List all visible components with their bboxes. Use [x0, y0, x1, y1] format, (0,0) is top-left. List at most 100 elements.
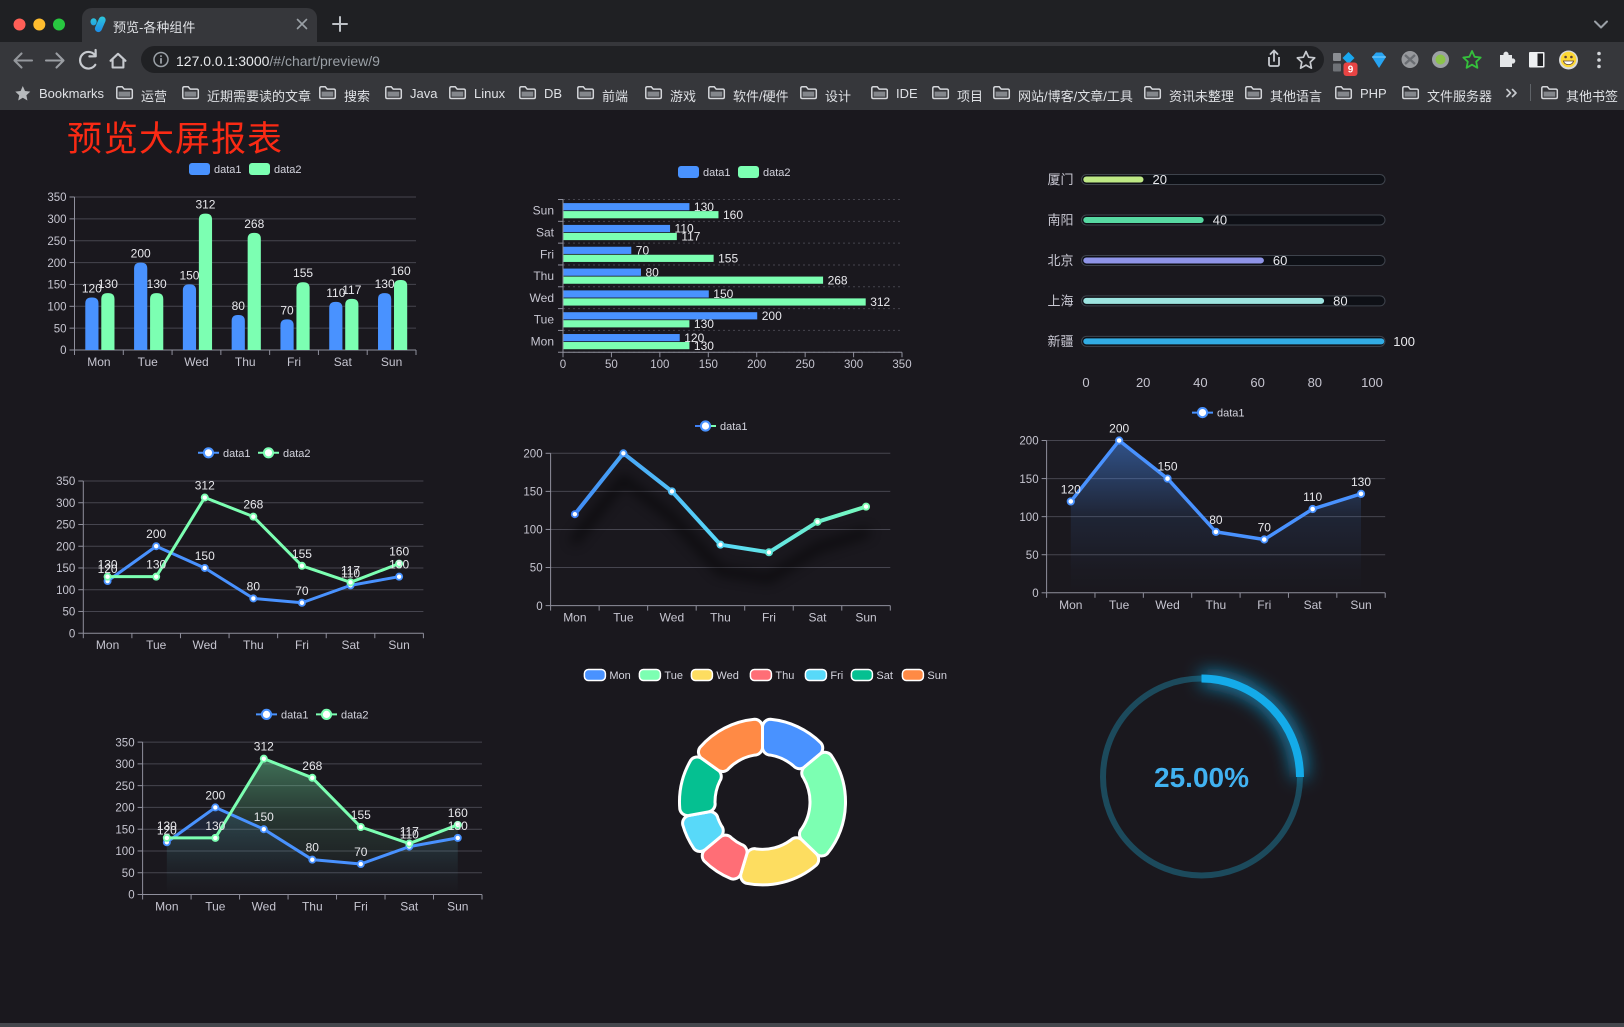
svg-text:Tue: Tue — [664, 670, 683, 682]
svg-text:Mon: Mon — [1059, 598, 1082, 612]
svg-text:Sun: Sun — [381, 355, 402, 369]
svg-text:312: 312 — [254, 740, 274, 754]
svg-text:Mon: Mon — [563, 611, 586, 625]
svg-text:Tue: Tue — [1109, 598, 1130, 612]
svg-text:80: 80 — [1209, 513, 1223, 527]
svg-text:150: 150 — [1158, 460, 1178, 474]
svg-text:data1: data1 — [720, 421, 748, 433]
svg-text:data2: data2 — [763, 167, 791, 179]
svg-text:Sat: Sat — [536, 225, 555, 239]
svg-text:200: 200 — [762, 309, 782, 323]
svg-text:120: 120 — [82, 282, 102, 296]
svg-text:300: 300 — [47, 214, 66, 226]
svg-text:150: 150 — [523, 487, 542, 499]
svg-text:Fri: Fri — [1257, 598, 1271, 612]
svg-text:0: 0 — [536, 601, 542, 613]
svg-text:350: 350 — [892, 359, 911, 371]
svg-text:Fri: Fri — [830, 670, 843, 682]
svg-text:100: 100 — [1361, 375, 1383, 390]
svg-text:Thu: Thu — [302, 900, 323, 914]
svg-text:Wed: Wed — [1155, 598, 1179, 612]
svg-text:70: 70 — [636, 244, 650, 258]
svg-text:200: 200 — [146, 527, 166, 541]
svg-text:150: 150 — [56, 563, 75, 575]
svg-text:Wed: Wed — [530, 291, 554, 305]
svg-text:40: 40 — [1213, 213, 1227, 228]
svg-text:120: 120 — [157, 823, 177, 837]
svg-text:Thu: Thu — [710, 611, 731, 625]
svg-text:250: 250 — [47, 236, 66, 248]
svg-text:200: 200 — [523, 449, 542, 461]
svg-text:Thu: Thu — [775, 670, 794, 682]
svg-text:117: 117 — [400, 825, 419, 839]
svg-text:130: 130 — [448, 819, 468, 833]
svg-text:130: 130 — [147, 277, 167, 291]
svg-text:0: 0 — [560, 359, 566, 371]
svg-text:0: 0 — [1032, 588, 1038, 600]
svg-text:200: 200 — [115, 803, 134, 815]
svg-text:北京: 北京 — [1047, 253, 1073, 268]
svg-text:100: 100 — [650, 359, 669, 371]
svg-text:50: 50 — [63, 607, 76, 619]
svg-text:0: 0 — [1082, 375, 1089, 390]
svg-text:110: 110 — [400, 828, 419, 842]
svg-text:150: 150 — [195, 549, 215, 563]
svg-text:50: 50 — [605, 359, 618, 371]
svg-text:Fri: Fri — [295, 638, 309, 652]
svg-text:130: 130 — [146, 558, 166, 572]
svg-text:150: 150 — [179, 268, 199, 282]
svg-text:200: 200 — [1109, 422, 1129, 436]
svg-text:130: 130 — [375, 277, 395, 291]
svg-text:150: 150 — [115, 824, 134, 836]
svg-text:160: 160 — [391, 264, 411, 278]
svg-text:Sat: Sat — [876, 670, 893, 682]
svg-text:40: 40 — [1193, 375, 1207, 390]
svg-text:268: 268 — [828, 273, 848, 287]
svg-text:0: 0 — [60, 345, 66, 357]
svg-text:Thu: Thu — [533, 269, 554, 283]
svg-text:117: 117 — [341, 563, 360, 577]
svg-text:150: 150 — [699, 359, 718, 371]
svg-text:80: 80 — [1308, 375, 1322, 390]
svg-text:100: 100 — [1393, 334, 1415, 349]
svg-text:110: 110 — [326, 286, 345, 300]
svg-text:Sun: Sun — [855, 611, 876, 625]
svg-text:155: 155 — [293, 266, 313, 280]
svg-text:150: 150 — [47, 280, 66, 292]
svg-text:130: 130 — [694, 200, 714, 214]
svg-text:data2: data2 — [274, 164, 302, 176]
svg-text:130: 130 — [98, 558, 118, 572]
svg-text:300: 300 — [844, 359, 863, 371]
svg-text:80: 80 — [232, 299, 246, 313]
svg-text:130: 130 — [389, 558, 409, 572]
svg-text:Thu: Thu — [243, 638, 264, 652]
svg-text:Mon: Mon — [96, 638, 119, 652]
svg-text:160: 160 — [389, 545, 409, 559]
svg-text:110: 110 — [341, 566, 360, 580]
svg-text:data2: data2 — [283, 448, 311, 460]
svg-text:120: 120 — [684, 331, 704, 345]
svg-text:300: 300 — [56, 498, 75, 510]
svg-text:130: 130 — [205, 819, 225, 833]
svg-text:117: 117 — [342, 283, 361, 297]
svg-text:80: 80 — [645, 265, 659, 279]
svg-text:350: 350 — [56, 476, 75, 488]
svg-text:300: 300 — [115, 759, 134, 771]
svg-text:100: 100 — [56, 585, 75, 597]
svg-text:80: 80 — [1333, 294, 1347, 309]
svg-text:Thu: Thu — [235, 355, 256, 369]
svg-text:100: 100 — [47, 301, 66, 313]
svg-text:312: 312 — [195, 198, 215, 212]
svg-text:130: 130 — [1351, 475, 1371, 489]
svg-text:60: 60 — [1273, 253, 1287, 268]
svg-text:data1: data1 — [214, 164, 242, 176]
svg-text:60: 60 — [1250, 375, 1264, 390]
svg-text:上海: 上海 — [1047, 294, 1073, 309]
svg-text:70: 70 — [1258, 521, 1272, 535]
svg-text:Wed: Wed — [716, 670, 738, 682]
svg-text:Sat: Sat — [809, 611, 828, 625]
svg-text:Tue: Tue — [613, 611, 634, 625]
svg-text:Fri: Fri — [354, 900, 368, 914]
svg-text:Sun: Sun — [388, 638, 409, 652]
svg-text:250: 250 — [56, 520, 75, 532]
